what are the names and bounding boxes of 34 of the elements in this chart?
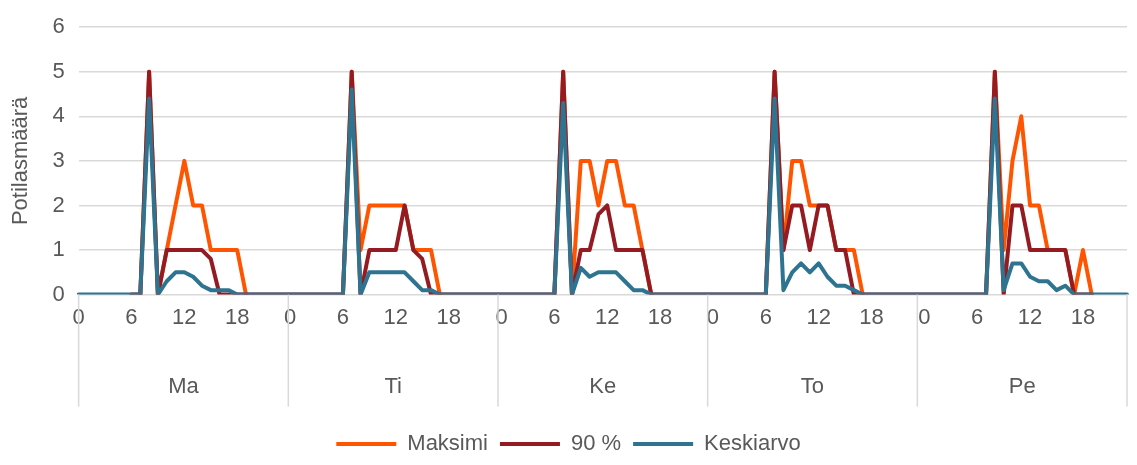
y-axis-title: Potilasmäärä	[7, 95, 33, 226]
legend-label: 90 %	[570, 430, 622, 456]
x-tick-label: 6	[971, 303, 984, 329]
x-tick-label: 12	[806, 303, 831, 329]
y-tick-label: 5	[52, 57, 65, 83]
x-tick-label: 0	[918, 303, 931, 329]
x-tick-label: 12	[383, 303, 409, 329]
x-tick-label: 12	[172, 303, 197, 329]
legend-label: Maksimi	[407, 430, 488, 456]
y-tick-label: 3	[52, 146, 65, 172]
x-tick-label: 6	[125, 303, 138, 329]
x-tick-label: 18	[859, 303, 884, 329]
text: Ke	[589, 372, 617, 398]
x-tick-label: 18	[436, 303, 461, 329]
x-tick-label: 12	[594, 303, 620, 329]
legend-label: Keskiarvo	[704, 430, 801, 456]
text: To	[800, 372, 825, 398]
text: Pe	[1008, 372, 1036, 398]
text: Ma	[168, 372, 200, 398]
y-tick-label: 1	[52, 236, 65, 262]
x-tick-label: 12	[1017, 303, 1043, 329]
x-tick-label: 18	[647, 303, 673, 329]
y-tick-label: 6	[52, 13, 65, 39]
x-tick-label: 6	[336, 303, 350, 329]
y-tick-label: 0	[52, 280, 65, 306]
x-tick-label: 0	[495, 303, 508, 329]
x-tick-label: 6	[759, 303, 772, 329]
x-tick-label: 0	[706, 303, 720, 329]
y-tick-label: 4	[52, 102, 65, 128]
text: Ti	[384, 372, 402, 398]
x-tick-label: 18	[224, 303, 250, 329]
x-tick-label: 18	[1070, 303, 1096, 329]
y-tick-label: 2	[52, 191, 65, 217]
x-tick-label: 6	[548, 303, 561, 329]
